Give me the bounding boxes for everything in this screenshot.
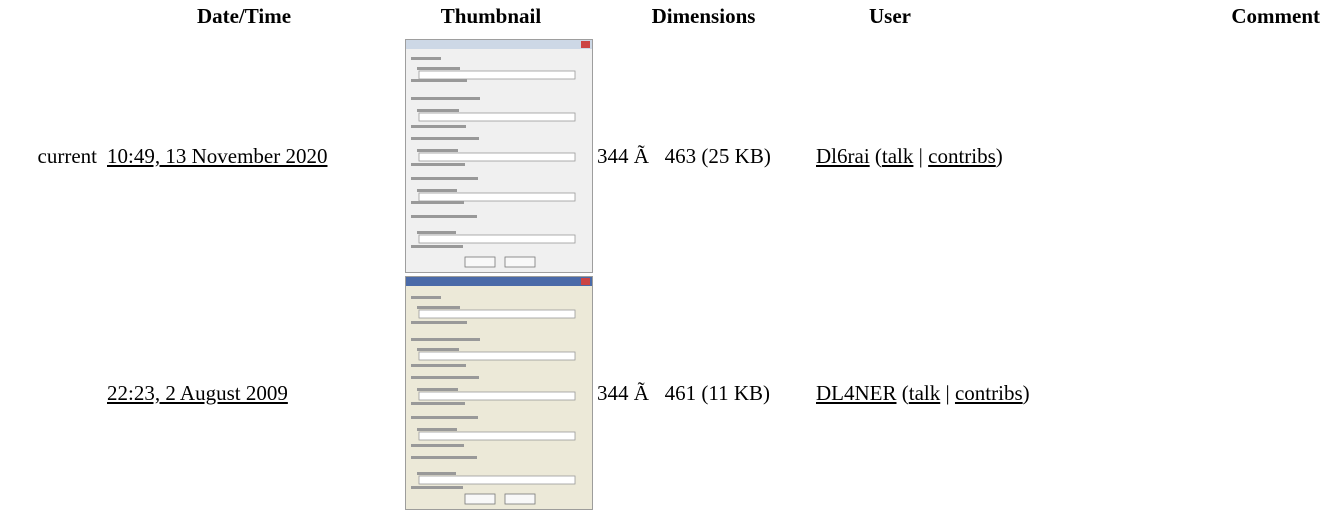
thumb-part (417, 149, 458, 152)
header-cell: Dimensions (651, 4, 756, 28)
header-cell: Comment (1231, 4, 1320, 28)
thumb-part (417, 189, 457, 192)
thumb-part (418, 475, 576, 485)
thumb-part (417, 109, 459, 112)
talk-link[interactable]: talk (908, 380, 941, 405)
contribs-link[interactable]: contribs (954, 380, 1023, 405)
thumb-part (418, 112, 576, 122)
thumb-part (411, 416, 478, 419)
thumb-part (411, 296, 441, 299)
thumb-part (411, 201, 464, 204)
thumb-part (411, 444, 464, 447)
history-row: current 10:49, 13 November 2020 344 Ã 463 … (28, 37, 1320, 275)
thumb-part (411, 177, 478, 180)
thumb-part (411, 215, 477, 218)
thumb-part (411, 57, 441, 60)
date-link[interactable]: 10:49, 13 November 2020 (107, 144, 328, 168)
thumb-part (581, 41, 590, 48)
header-row: Date/Time Thumbnail Dimensions User Comment (28, 0, 1320, 37)
thumbnail-image[interactable] (405, 276, 593, 510)
thumb-cell (385, 37, 597, 275)
thumbnail-image[interactable] (405, 39, 593, 273)
paren: ( (874, 143, 882, 168)
thumb-part (411, 486, 463, 489)
separator: | (918, 143, 923, 168)
thumb-part (417, 348, 459, 351)
thumb-part (411, 321, 467, 324)
thumb-part (411, 456, 477, 459)
date-cell: 22:23, 2 August 2009 (103, 275, 385, 511)
thumb-part (411, 402, 465, 405)
status-cell: current (37, 143, 97, 168)
thumb-part (411, 137, 479, 140)
thumb-part (411, 338, 480, 341)
file-history-table: Date/Time Thumbnail Dimensions User Comment … (28, 0, 1320, 511)
talk-link[interactable]: talk (881, 143, 914, 168)
thumb-part (418, 351, 576, 361)
thumb-part (417, 428, 457, 431)
paren: ( (901, 380, 909, 405)
thumb-part (411, 79, 467, 82)
thumb-part (418, 152, 576, 162)
header-cell: Date/Time (196, 4, 292, 28)
thumb-part (411, 245, 463, 248)
date-link[interactable]: 22:23, 2 August 2009 (107, 381, 288, 405)
header-cell (28, 0, 103, 37)
thumb-part (504, 493, 536, 505)
thumb-part (411, 125, 466, 128)
thumb-part (417, 306, 460, 309)
thumb-part (417, 67, 460, 70)
contribs-link[interactable]: contribs (928, 143, 996, 168)
paren: ) (1022, 380, 1030, 405)
dimensions-cell: 344 Ã 461 (11 KB) (597, 380, 771, 405)
thumb-part (418, 309, 576, 319)
thumb-part (418, 391, 576, 401)
thumb-part (411, 376, 479, 379)
thumb-part (464, 256, 496, 268)
header-cell: Thumbnail (440, 4, 542, 28)
thumb-part (417, 388, 458, 391)
thumb-part (581, 278, 590, 285)
header-cell: User (869, 4, 911, 28)
user-cell: DL4NER (talk | contribs) (810, 275, 1030, 511)
status-cell (28, 275, 103, 511)
user-cell: Dl6rai (talk | contribs) (810, 37, 1003, 275)
user-link[interactable]: Dl6rai (816, 143, 870, 168)
thumb-part (411, 163, 465, 166)
thumb-part (418, 234, 576, 244)
thumb-part (411, 364, 466, 367)
user-link[interactable]: DL4NER (816, 380, 897, 405)
separator: | (945, 380, 950, 405)
history-row: 22:23, 2 August 2009 344 Ã 461 (11 KB) DL4… (28, 275, 1320, 511)
thumb-part (504, 256, 536, 268)
thumb-part (417, 472, 456, 475)
thumb-part (418, 192, 576, 202)
thumb-cell (385, 275, 597, 511)
date-cell: 10:49, 13 November 2020 (103, 37, 385, 275)
thumb-part (406, 277, 592, 286)
dimensions-cell: 344 Ã 463 (25 KB) (597, 143, 771, 168)
comment-cell (970, 37, 1320, 275)
thumb-part (411, 97, 480, 100)
thumb-part (417, 231, 456, 234)
thumb-part (406, 40, 592, 49)
thumb-part (418, 431, 576, 441)
thumb-part (464, 493, 496, 505)
thumb-part (418, 70, 576, 80)
paren: ) (995, 143, 1003, 168)
